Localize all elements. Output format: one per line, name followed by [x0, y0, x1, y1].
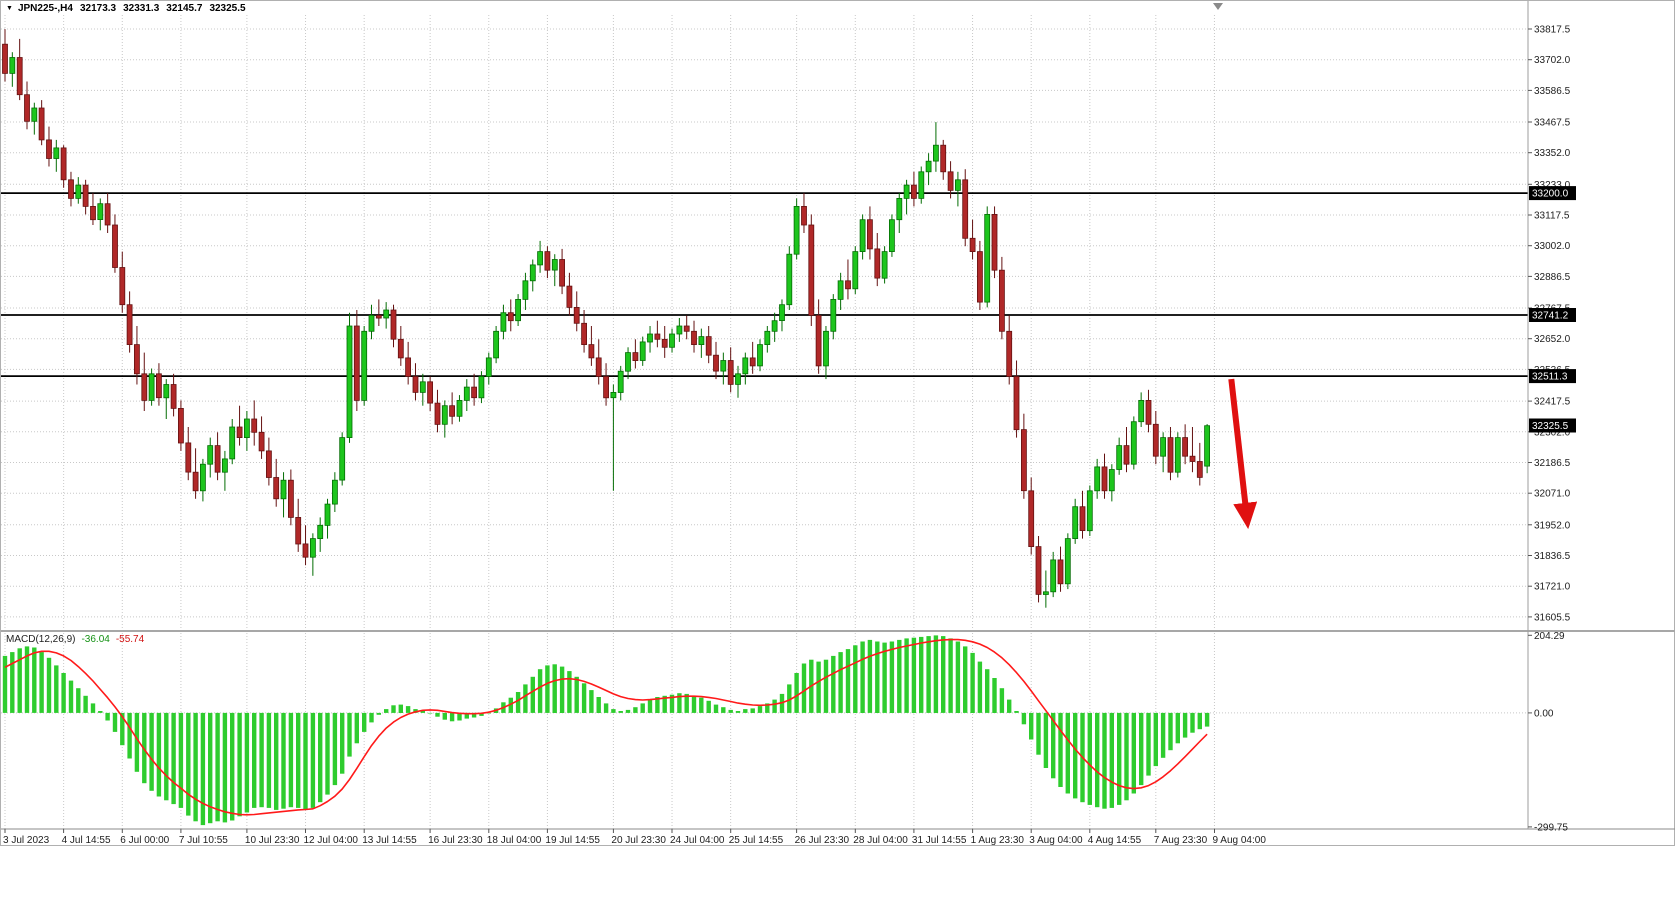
- svg-text:0.00: 0.00: [1534, 708, 1554, 719]
- symbol-info-bar[interactable]: ▼ JPN225-,H4 32173.3 32331.3 32145.7 323…: [6, 3, 246, 14]
- svg-text:32325.5: 32325.5: [1532, 421, 1569, 432]
- svg-text:28 Jul 04:00: 28 Jul 04:00: [853, 835, 908, 846]
- svg-text:7 Jul 10:55: 7 Jul 10:55: [179, 835, 228, 846]
- chart-window: 33817.5 33702.0 33586.5 33467.5 33352.0 33233…: [0, 0, 1675, 846]
- svg-text:31836.5: 31836.5: [1534, 551, 1571, 562]
- macd-indicator-label: MACD(12,26,9) -36.04 -55.74: [6, 634, 144, 645]
- svg-text:18 Jul 04:00: 18 Jul 04:00: [487, 835, 542, 846]
- macd-signal-value: -55.74: [115, 634, 145, 645]
- ohlc-open: 32173.3: [79, 3, 117, 14]
- svg-text:3 Aug 04:00: 3 Aug 04:00: [1029, 835, 1083, 846]
- svg-text:32886.5: 32886.5: [1534, 272, 1571, 283]
- svg-text:20 Jul 23:30: 20 Jul 23:30: [611, 835, 666, 846]
- svg-text:32417.5: 32417.5: [1534, 397, 1571, 408]
- trend-arrow-annotation[interactable]: [1228, 378, 1258, 530]
- svg-text:32302.0: 32302.0: [1534, 427, 1571, 438]
- svg-text:1 Aug 23:30: 1 Aug 23:30: [971, 835, 1025, 846]
- svg-text:-299.75: -299.75: [1534, 822, 1568, 833]
- macd-axis[interactable]: 204.29 0.00 -299.75: [1528, 631, 1568, 834]
- svg-text:24 Jul 04:00: 24 Jul 04:00: [670, 835, 725, 846]
- svg-text:31605.5: 31605.5: [1534, 612, 1571, 623]
- ohlc-close: 32325.5: [209, 3, 246, 14]
- svg-text:26 Jul 23:30: 26 Jul 23:30: [795, 835, 850, 846]
- svg-text:31 Jul 14:55: 31 Jul 14:55: [912, 835, 967, 846]
- svg-text:16 Jul 23:30: 16 Jul 23:30: [428, 835, 483, 846]
- level-price-labels: 33200.0 32741.2 32511.3: [1529, 186, 1576, 384]
- grid-layer: [1, 15, 1528, 829]
- svg-text:4 Jul 14:55: 4 Jul 14:55: [62, 835, 111, 846]
- pane-separators: [1, 1, 1675, 830]
- svg-text:4 Aug 14:55: 4 Aug 14:55: [1088, 835, 1142, 846]
- svg-text:33117.5: 33117.5: [1534, 211, 1570, 222]
- svg-text:6 Jul 00:00: 6 Jul 00:00: [120, 835, 169, 846]
- svg-text:31952.0: 31952.0: [1534, 520, 1571, 531]
- svg-text:32186.5: 32186.5: [1534, 458, 1571, 469]
- chart-shift-marker[interactable]: [1213, 3, 1223, 10]
- svg-text:32652.0: 32652.0: [1534, 334, 1571, 345]
- macd-histogram: [2, 635, 1210, 826]
- svg-text:33200.0: 33200.0: [1532, 189, 1569, 200]
- svg-text:7 Aug 23:30: 7 Aug 23:30: [1154, 835, 1208, 846]
- svg-text:13 Jul 14:55: 13 Jul 14:55: [362, 835, 417, 846]
- svg-text:25 Jul 14:55: 25 Jul 14:55: [729, 835, 784, 846]
- svg-text:33817.5: 33817.5: [1534, 25, 1571, 36]
- current-price-label: 32325.5: [1529, 418, 1576, 433]
- ohlc-low: 32145.7: [166, 3, 203, 14]
- svg-text:204.29: 204.29: [1534, 631, 1565, 642]
- svg-text:3 Jul 2023: 3 Jul 2023: [3, 835, 50, 846]
- svg-text:33002.0: 33002.0: [1534, 241, 1571, 252]
- chart-canvas[interactable]: 33817.5 33702.0 33586.5 33467.5 33352.0 33233…: [1, 1, 1675, 847]
- ohlc-high: 32331.3: [123, 3, 160, 14]
- macd-name: MACD(12,26,9): [6, 634, 76, 645]
- svg-text:33352.0: 33352.0: [1534, 148, 1571, 159]
- svg-text:33233.0: 33233.0: [1534, 180, 1571, 191]
- symbol-period-label: JPN225-,H4: [17, 3, 73, 14]
- svg-text:31721.0: 31721.0: [1534, 582, 1571, 593]
- svg-text:33702.0: 33702.0: [1534, 55, 1571, 66]
- price-axis[interactable]: 33817.5 33702.0 33586.5 33467.5 33352.0 33233…: [1528, 25, 1571, 624]
- svg-text:32071.0: 32071.0: [1534, 489, 1571, 500]
- candles-layer: [2, 29, 1210, 608]
- svg-text:32511.3: 32511.3: [1532, 372, 1568, 383]
- macd-main-value: -36.04: [81, 634, 110, 645]
- svg-text:9 Aug 04:00: 9 Aug 04:00: [1213, 835, 1267, 846]
- svg-text:12 Jul 04:00: 12 Jul 04:00: [304, 835, 359, 846]
- svg-text:33467.5: 33467.5: [1534, 118, 1571, 129]
- support-resistance-lines[interactable]: [1, 192, 1528, 378]
- svg-text:19 Jul 14:55: 19 Jul 14:55: [545, 835, 600, 846]
- symbol-dropdown-icon[interactable]: ▼: [6, 4, 13, 12]
- svg-text:10 Jul 23:30: 10 Jul 23:30: [245, 835, 300, 846]
- svg-text:32741.2: 32741.2: [1532, 311, 1569, 322]
- macd-signal-line: [4, 638, 1208, 816]
- time-axis[interactable]: 3 Jul 2023 4 Jul 14:55 6 Jul 00:00 7 Jul 10…: [3, 829, 1266, 846]
- svg-text:33586.5: 33586.5: [1534, 86, 1571, 97]
